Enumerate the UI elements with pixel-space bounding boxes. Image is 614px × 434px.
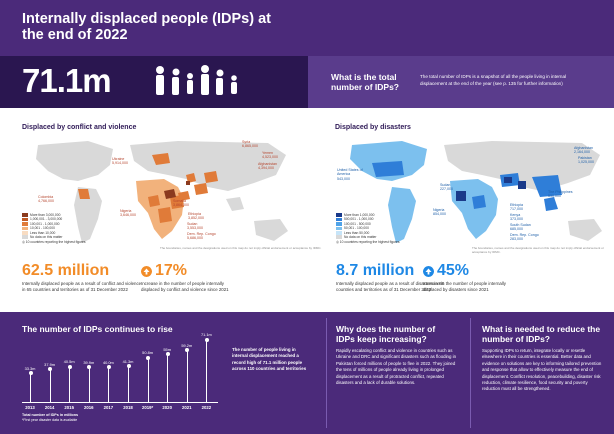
conflict-label: Ethiopia 3,852,000 bbox=[188, 212, 204, 221]
chart-bar bbox=[167, 353, 169, 402]
chart-bar bbox=[206, 339, 208, 402]
chart-value-label: 71.1m bbox=[200, 332, 212, 338]
axis-note: Total number of IDPs in millions bbox=[22, 413, 79, 417]
conflict-label: Syria 6,865,000 bbox=[242, 140, 258, 149]
chart-bar bbox=[108, 366, 110, 402]
chart-bar bbox=[69, 366, 71, 402]
chart-value-label: 50.8m bbox=[142, 350, 153, 356]
disaster-label: The Philippines 530,000 bbox=[548, 190, 573, 199]
trend-callout: The number of people living in internal … bbox=[232, 347, 307, 372]
conflict-map bbox=[36, 141, 288, 243]
total-question: What is the total number of IDPs? bbox=[331, 72, 400, 92]
disaster-label: United States of America 543,000 bbox=[337, 168, 363, 181]
disasters-section-title: Displaced by disasters bbox=[335, 124, 411, 131]
conflict-label: Dem. Rep. Congo 5,686,000 bbox=[187, 232, 216, 241]
header-bar bbox=[0, 0, 614, 56]
chart-bar bbox=[49, 368, 51, 402]
why-text: Rapidly escalating conflict and violence… bbox=[336, 348, 457, 386]
chart-year-label: 2018 bbox=[123, 405, 133, 410]
chart-year-label: 2016 bbox=[84, 405, 94, 410]
chart-year-label: 2013 bbox=[25, 405, 35, 410]
conflict-label: Afghanistan 4,394,000 bbox=[258, 162, 277, 171]
needed-text: Supporting IDPs to return, integrate loc… bbox=[482, 348, 602, 392]
disaster-label: Pakistan 1,025,000 bbox=[578, 156, 594, 165]
chart-value-label: 37.9m bbox=[44, 361, 55, 367]
disaster-label: Kenya 373,000 bbox=[510, 213, 523, 222]
increase-arrow-icon bbox=[423, 266, 434, 277]
chart-value-label: 39.9m bbox=[83, 359, 95, 365]
disaster-label: Nigeria 854,000 bbox=[433, 208, 446, 217]
disaster-label: Sudan 227,000 bbox=[440, 183, 453, 192]
divider bbox=[326, 318, 327, 428]
chart-bar bbox=[128, 365, 129, 402]
chart-year-label: 2020 bbox=[162, 405, 172, 410]
disaster-label: Ethiopia 717,000 bbox=[510, 203, 523, 212]
total-idps-number: 71.1m bbox=[22, 62, 112, 99]
conflict-label: Yemen 4,523,000 bbox=[262, 151, 278, 160]
disasters-legend: More than 1,000,000 500,001 - 1,000,000 … bbox=[336, 213, 400, 245]
disaster-label: Dem. Rep. Congo 283,000 bbox=[510, 233, 539, 242]
bottom-panel bbox=[0, 312, 614, 434]
summary-band-left bbox=[0, 56, 308, 108]
summary-band-right bbox=[308, 56, 614, 108]
axis-note-2: *First year disaster data is available bbox=[22, 418, 78, 422]
chart-bar bbox=[30, 372, 31, 402]
chart-year-label: 2015 bbox=[64, 405, 74, 410]
trend-title: The number of IDPs continues to rise bbox=[22, 324, 173, 334]
conflict-total-text: Internally displaced people as a result … bbox=[22, 281, 142, 292]
chart-point bbox=[146, 355, 151, 360]
chart-bar bbox=[186, 349, 188, 402]
page-title: Internally displaced people (IDPs) at th… bbox=[22, 11, 271, 43]
conflict-label: Colombia 4,766,000 bbox=[38, 195, 54, 204]
chart-point bbox=[126, 364, 131, 369]
chart-point bbox=[185, 348, 190, 353]
chart-axis bbox=[22, 402, 218, 403]
chart-bar bbox=[147, 357, 149, 402]
chart-value-label: 55m bbox=[163, 346, 171, 352]
disasters-increase: 45% bbox=[437, 262, 470, 279]
disasters-total-text: Internally displaced people as a result … bbox=[336, 281, 444, 292]
disasters-total: 8.7 million bbox=[336, 262, 415, 279]
conflict-increase: 17% bbox=[155, 262, 188, 279]
needed-title: What is needed to reduce the number of I… bbox=[482, 324, 601, 344]
conflict-increase-text: Increase in the number of people interna… bbox=[141, 281, 229, 292]
increase-arrow-icon bbox=[141, 266, 152, 277]
conflict-footnote: The boundaries, names and the designatio… bbox=[160, 246, 322, 250]
disaster-label: South Sudan 685,000 bbox=[510, 223, 531, 232]
disasters-increase-text: Increase in the number of people interna… bbox=[423, 281, 506, 292]
chart-year-label: 2022 bbox=[201, 405, 212, 410]
conflict-label: Ukraine 5,914,000 bbox=[112, 157, 128, 166]
conflict-total: 62.5 million bbox=[22, 262, 110, 279]
chart-value-label: 33.3m bbox=[24, 365, 36, 371]
divider bbox=[470, 318, 471, 428]
total-answer: The total number of IDPs is a snapshot o… bbox=[420, 74, 567, 86]
chart-value-label: 40.0m bbox=[102, 359, 114, 365]
chart-year-label: 2019* bbox=[141, 405, 154, 410]
chart-point bbox=[87, 365, 92, 370]
chart-point bbox=[67, 364, 72, 369]
chart-year-label: 2017 bbox=[103, 405, 114, 410]
disasters-footnote: The boundaries, names and the designatio… bbox=[472, 246, 604, 254]
chart-point bbox=[48, 367, 53, 372]
why-title: Why does the number of IDPs keep increas… bbox=[336, 324, 436, 344]
chart-value-label: 40.5m bbox=[63, 359, 75, 365]
chart-year-label: 2014 bbox=[44, 405, 55, 410]
disasters-map bbox=[350, 141, 602, 243]
conflict-legend: More than 3,000,000 1,000,001 - 3,000,00… bbox=[22, 213, 86, 245]
chart-point bbox=[204, 337, 209, 342]
conflict-label: Somalia 3,864,000 bbox=[173, 199, 189, 208]
chart-value-label: 59.2m bbox=[181, 342, 193, 348]
people-icon bbox=[156, 65, 237, 95]
chart-point bbox=[28, 371, 33, 376]
chart-bar bbox=[88, 366, 90, 402]
conflict-label: Sudan 3,553,000 bbox=[187, 222, 203, 231]
chart-value-label: 41.3m bbox=[122, 358, 134, 364]
chart-year-label: 2021 bbox=[182, 405, 192, 410]
disaster-label: Afghanistan 2,164,000 bbox=[574, 146, 593, 155]
chart-point bbox=[106, 365, 111, 370]
chart-point bbox=[165, 352, 170, 357]
conflict-section-title: Displaced by conflict and violence bbox=[22, 124, 137, 131]
conflict-label: Nigeria 3,646,000 bbox=[120, 209, 136, 218]
